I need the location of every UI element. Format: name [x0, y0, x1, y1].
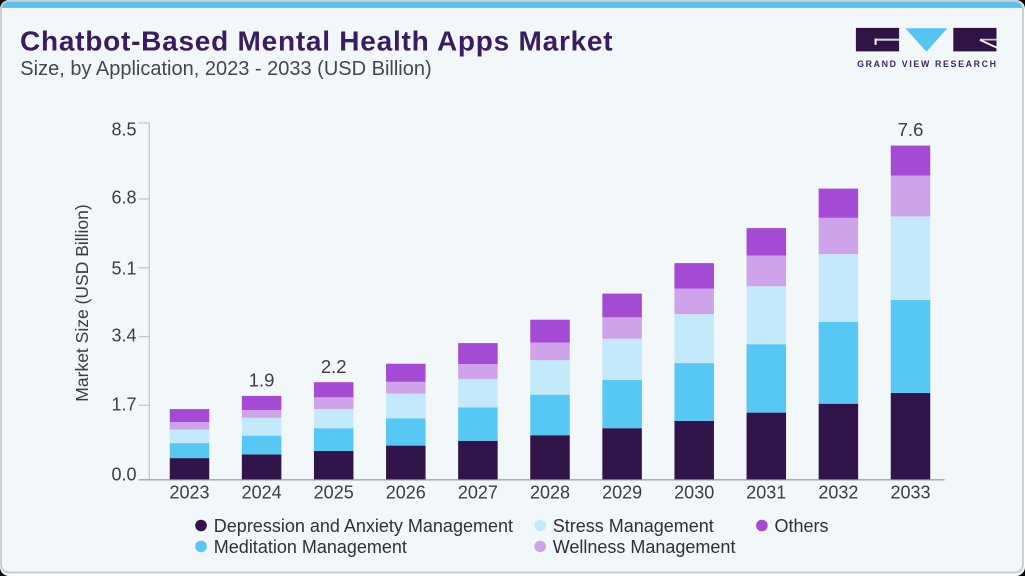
svg-text:Wellness Management: Wellness Management — [553, 537, 736, 557]
svg-text:2031: 2031 — [746, 483, 786, 503]
svg-text:2033: 2033 — [890, 483, 930, 503]
svg-text:2027: 2027 — [458, 483, 498, 503]
svg-text:5.1: 5.1 — [111, 259, 136, 279]
svg-text:8.5: 8.5 — [111, 120, 136, 140]
svg-text:GRAND VIEW RESEARCH: GRAND VIEW RESEARCH — [857, 59, 998, 70]
svg-text:Stress Management: Stress Management — [553, 516, 714, 536]
svg-text:2024: 2024 — [242, 483, 282, 503]
svg-text:2023: 2023 — [169, 483, 209, 503]
svg-text:Meditation Management: Meditation Management — [214, 537, 407, 557]
svg-text:2026: 2026 — [386, 483, 426, 503]
svg-text:2.2: 2.2 — [321, 356, 347, 377]
svg-text:Chatbot-Based Mental Health Ap: Chatbot-Based Mental Health Apps Market — [20, 26, 613, 57]
svg-text:6.8: 6.8 — [111, 187, 136, 207]
svg-text:2029: 2029 — [602, 483, 642, 503]
svg-text:2030: 2030 — [674, 483, 714, 503]
svg-text:0.0: 0.0 — [111, 464, 136, 484]
svg-text:Depression and Anxiety Managem: Depression and Anxiety Management — [214, 516, 513, 536]
svg-text:3.4: 3.4 — [111, 326, 136, 346]
svg-text:7.6: 7.6 — [898, 119, 924, 140]
svg-text:1.7: 1.7 — [111, 394, 136, 414]
svg-text:2032: 2032 — [818, 483, 858, 503]
svg-text:1.9: 1.9 — [249, 369, 275, 390]
svg-text:Market Size (USD Billion): Market Size (USD Billion) — [72, 204, 92, 401]
svg-text:Size, by Application, 2023 - 2: Size, by Application, 2023 - 2033 (USD B… — [20, 58, 431, 80]
svg-text:2028: 2028 — [530, 483, 570, 503]
svg-text:2025: 2025 — [314, 483, 354, 503]
svg-text:Others: Others — [775, 516, 829, 536]
